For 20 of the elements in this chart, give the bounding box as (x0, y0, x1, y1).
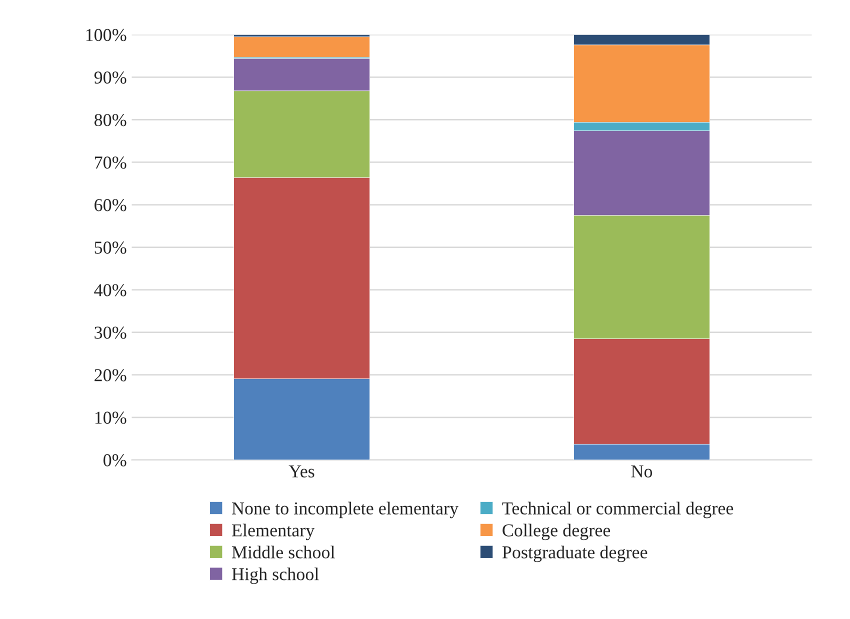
y-tick-label: 10% (95, 412, 126, 424)
legend-label: High school (232, 568, 319, 584)
x-tick-label: No (631, 465, 652, 478)
legend-label: College degree (502, 524, 610, 540)
y-tick-label: 0% (104, 454, 126, 466)
legend-label: None to incomplete elementary (232, 502, 458, 518)
y-tick-label: 90% (94, 71, 126, 84)
legend-label: Elementary (232, 524, 315, 540)
x-tick-label: Yes (288, 465, 314, 478)
y-tick-label: 50% (94, 242, 126, 254)
y-tick-label: 60% (94, 199, 126, 212)
legend-label: Middle school (232, 546, 335, 558)
y-tick-label: 40% (94, 284, 126, 296)
y-tick-label: 100% (86, 28, 126, 42)
legend-label: Postgraduate degree (502, 546, 648, 562)
y-tick-label: 30% (94, 326, 126, 339)
y-tick-label: 70% (94, 156, 126, 169)
y-tick-label: 20% (94, 369, 126, 382)
y-tick-label: 80% (94, 114, 126, 126)
legend-label: Technical or commercial degree (502, 502, 734, 518)
